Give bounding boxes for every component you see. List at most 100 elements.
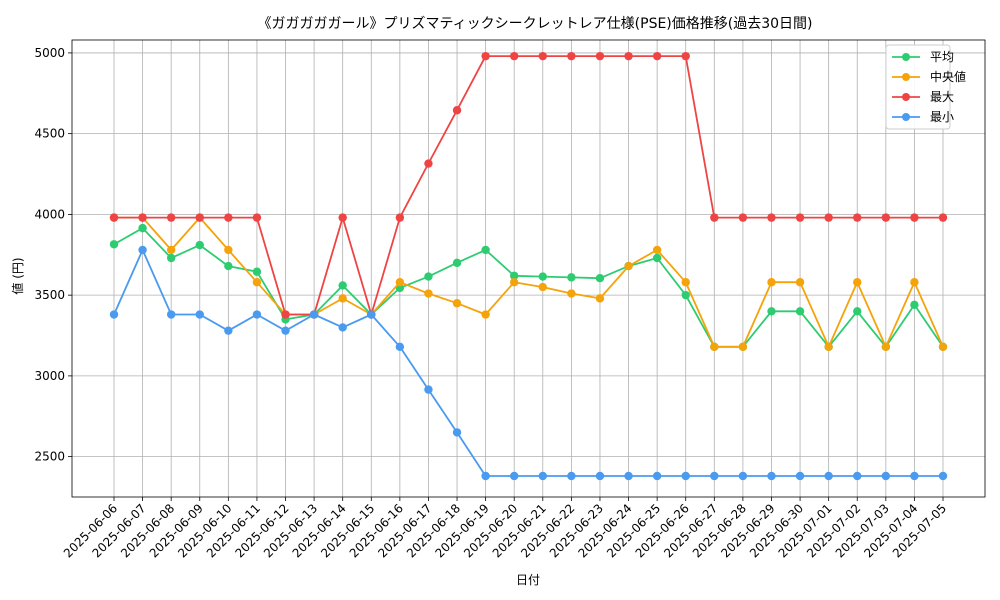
series-1: [109, 213, 948, 352]
data-point: [481, 245, 490, 255]
data-point: [881, 213, 891, 222]
data-point: [166, 245, 176, 255]
data-point: [138, 223, 147, 233]
data-point: [652, 471, 662, 481]
series-line: [114, 216, 944, 348]
data-point: [595, 51, 605, 61]
data-point: [652, 51, 662, 61]
data-point: [567, 471, 576, 481]
data-point: [710, 342, 719, 352]
data-point: [681, 290, 690, 300]
data-point: [424, 272, 433, 281]
data-point: [881, 342, 891, 352]
data-point: [795, 307, 805, 316]
y-tick-label: 3500: [34, 288, 65, 302]
legend-label: 平均: [930, 50, 954, 64]
data-point: [824, 471, 833, 481]
data-point: [424, 289, 433, 298]
data-point: [138, 213, 147, 222]
data-point: [252, 213, 262, 222]
x-axis-label: 日付: [516, 573, 540, 587]
data-point: [452, 299, 462, 308]
data-point: [824, 213, 833, 222]
data-point: [795, 213, 805, 222]
y-tick-label: 3000: [34, 369, 65, 383]
data-point: [109, 310, 119, 319]
data-point: [367, 310, 376, 319]
y-tick-label: 4500: [34, 127, 65, 141]
data-point: [510, 271, 519, 280]
data-point: [567, 289, 576, 298]
data-point: [824, 342, 833, 352]
data-point: [166, 253, 176, 263]
data-point: [252, 267, 262, 276]
data-point: [424, 159, 433, 168]
data-point: [481, 471, 490, 481]
series-group: [109, 51, 948, 481]
data-point: [910, 213, 919, 222]
data-point: [681, 278, 690, 287]
data-point: [853, 471, 862, 481]
data-point: [910, 278, 919, 287]
data-point: [338, 323, 347, 332]
data-point: [595, 273, 605, 283]
data-point: [795, 471, 805, 481]
data-point: [767, 213, 776, 222]
legend-label: 中央値: [930, 69, 966, 84]
data-point: [510, 278, 519, 287]
y-tick-label: 2500: [34, 450, 65, 464]
data-point: [652, 245, 662, 255]
data-point: [853, 213, 862, 222]
data-point: [853, 278, 862, 287]
data-point: [681, 471, 690, 481]
data-point: [710, 213, 719, 222]
data-point: [624, 51, 633, 61]
data-point: [252, 310, 262, 319]
data-point: [195, 240, 204, 250]
data-point: [138, 245, 147, 255]
grid: [72, 40, 985, 497]
data-point: [395, 278, 405, 287]
data-point: [767, 471, 776, 481]
plot-frame: [71, 39, 986, 498]
data-point: [252, 278, 262, 287]
data-point: [938, 213, 948, 222]
axes: 2025-06-062025-06-072025-06-082025-06-09…: [34, 39, 986, 560]
data-point: [938, 342, 948, 352]
data-point: [338, 213, 347, 222]
data-point: [309, 310, 319, 319]
data-point: [567, 51, 576, 61]
legend-label: 最小: [930, 110, 954, 124]
legend-swatch-marker: [902, 73, 910, 81]
y-axis-label: 値 (円): [10, 257, 25, 294]
legend-swatch-marker: [902, 113, 910, 121]
data-point: [452, 428, 462, 437]
data-point: [767, 307, 776, 316]
data-point: [910, 300, 919, 310]
data-point: [652, 253, 662, 263]
data-point: [195, 310, 204, 319]
legend-swatch-marker: [902, 53, 910, 61]
data-point: [595, 294, 605, 303]
data-point: [538, 471, 547, 481]
data-point: [338, 294, 347, 303]
data-point: [224, 213, 233, 222]
data-point: [338, 281, 347, 290]
data-point: [395, 342, 405, 352]
data-point: [624, 471, 633, 481]
data-point: [481, 51, 490, 61]
data-point: [224, 261, 233, 271]
series-3: [109, 245, 948, 481]
y-tick-label: 4000: [34, 207, 65, 221]
data-point: [624, 261, 633, 271]
data-point: [738, 213, 748, 222]
legend-swatch-marker: [902, 93, 910, 101]
data-point: [910, 471, 919, 481]
chart-title: 《ガガガガガール》プリズマティックシークレットレア仕様(PSE)価格推移(過去3…: [258, 16, 813, 32]
data-point: [281, 310, 290, 319]
data-point: [452, 258, 462, 268]
series-line: [113, 248, 943, 477]
